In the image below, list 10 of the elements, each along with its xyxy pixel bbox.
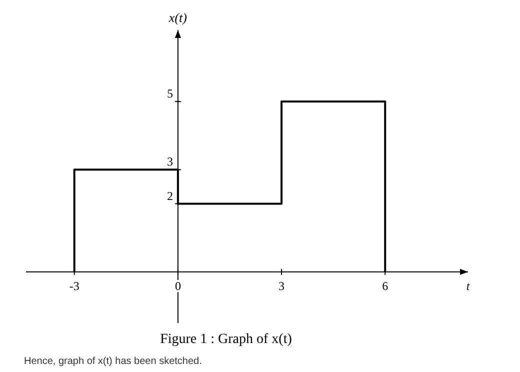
x-tick-label: 3 <box>278 278 285 293</box>
y-tick-label: 5 <box>166 86 173 101</box>
y-axis-title: x(t) <box>168 10 187 25</box>
text: Hence, graph of x(t) has been sketched. <box>24 356 202 367</box>
text: Figure 1 : Graph of x(t) <box>160 332 292 347</box>
y-tick-label: 2 <box>166 188 173 203</box>
x-tick-label: 6 <box>382 278 388 293</box>
x-axis-title: t <box>466 278 470 293</box>
y-tick-label: 3 <box>166 154 173 169</box>
x-tick-label: -3 <box>69 278 80 293</box>
